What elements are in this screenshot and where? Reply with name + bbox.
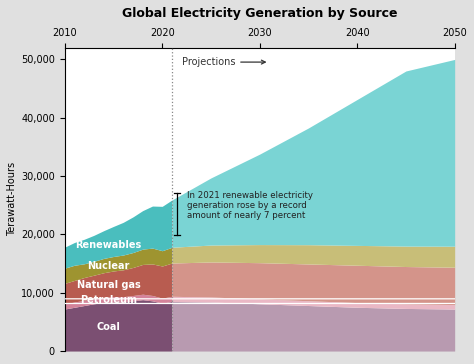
Y-axis label: Terawatt-Hours: Terawatt-Hours — [7, 162, 17, 236]
Text: Natural gas: Natural gas — [77, 280, 140, 290]
Text: Renewables: Renewables — [75, 240, 142, 250]
Title: Global Electricity Generation by Source: Global Electricity Generation by Source — [122, 7, 397, 20]
Text: In 2021 renewable electricity
generation rose by a record
amount of nearly 7 per: In 2021 renewable electricity generation… — [187, 190, 312, 220]
Text: Coal: Coal — [97, 322, 120, 332]
Text: Projections: Projections — [182, 57, 265, 67]
Text: Petroleum: Petroleum — [80, 295, 137, 305]
Text: Nuclear: Nuclear — [87, 261, 130, 270]
